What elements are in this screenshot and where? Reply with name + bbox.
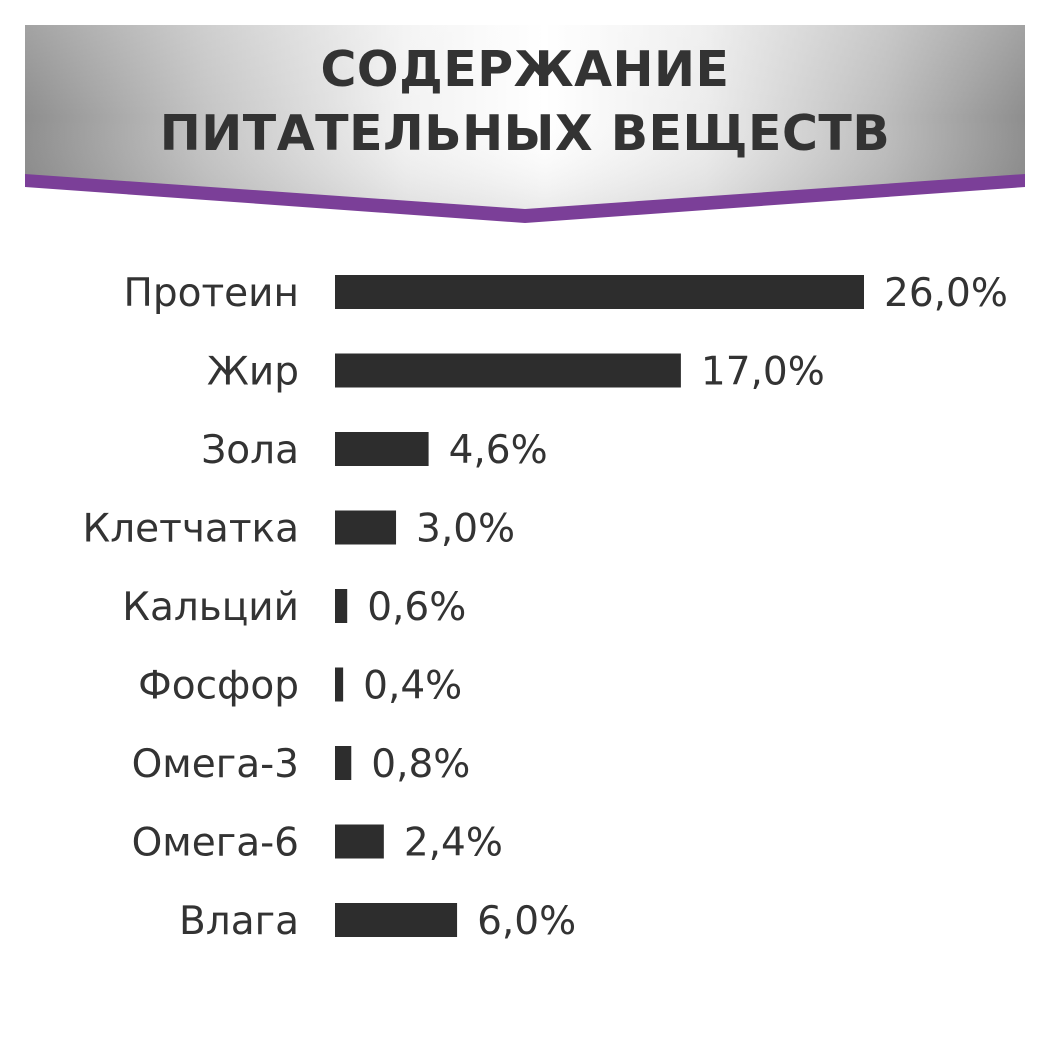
bar [335,275,864,309]
value-label: 4,6% [449,428,548,473]
category-label: Кальций [122,585,299,630]
category-label: Омега-6 [132,821,299,866]
bar [335,903,458,937]
category-label: Омега-3 [132,742,299,787]
value-label: 0,8% [371,742,470,787]
title-line-2: ПИТАТЕЛЬНЫХ ВЕЩЕСТВ [159,105,891,162]
value-label: 17,0% [701,350,825,395]
bar [335,589,348,623]
category-label: Фосфор [138,664,299,709]
value-label: 3,0% [416,507,515,552]
value-label: 2,4% [404,821,503,866]
category-label: Жир [207,350,299,395]
category-label: Зола [201,428,299,473]
bar [335,510,397,545]
value-label: 0,6% [367,585,466,630]
banner-sheen [25,25,1025,209]
category-label: Клетчатка [83,507,299,552]
bar [335,667,344,702]
category-label: Влага [179,899,299,944]
bar [335,746,352,780]
bar [335,353,681,388]
page-title: СОДЕРЖАНИЕ ПИТАТЕЛЬНЫХ ВЕЩЕСТВ [25,25,1025,175]
value-label: 6,0% [477,899,576,944]
value-label: 26,0% [884,271,1008,316]
bar [335,432,429,466]
title-line-1: СОДЕРЖАНИЕ [320,41,730,98]
bar [335,824,384,859]
header-banner [25,25,1025,223]
value-label: 0,4% [363,664,462,709]
category-label: Протеин [124,271,300,316]
header-banner-shape [25,25,1025,223]
